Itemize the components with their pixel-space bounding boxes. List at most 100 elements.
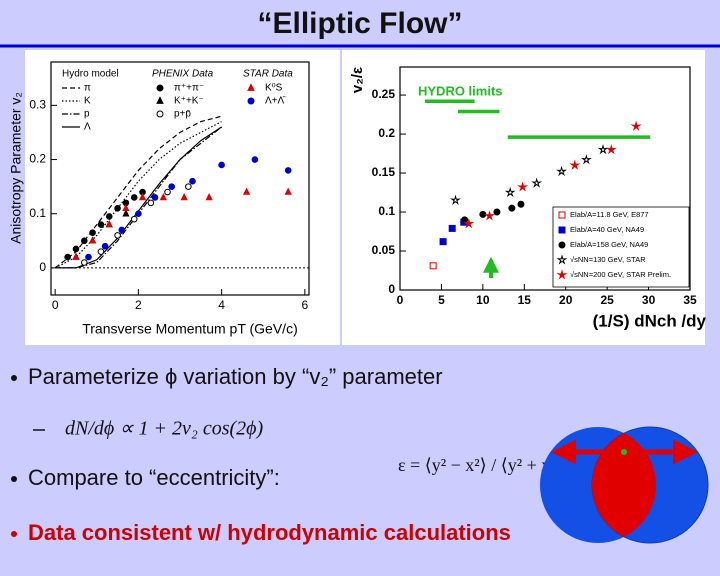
- legend-swatch: [156, 96, 164, 104]
- marker: [463, 217, 475, 229]
- x-axis-label: Transverse Momentum pT (GeV/c): [82, 321, 298, 337]
- marker: [80, 237, 88, 245]
- legend-label: Λ: [84, 122, 91, 133]
- legend-label: π: [84, 83, 91, 94]
- marker: [159, 192, 167, 201]
- y-tick-label: 0: [388, 282, 395, 296]
- marker: [130, 194, 138, 201]
- legend-title: PHENIX Data: [152, 69, 214, 80]
- y-tick-label: 0.1: [378, 204, 395, 218]
- marker: [531, 177, 543, 188]
- marker: [80, 259, 88, 266]
- bullet-text: Data consistent w/ hydrodynamic calculat…: [28, 520, 511, 545]
- marker: [130, 215, 138, 223]
- marker: [448, 224, 456, 232]
- legend-title: STAR Data: [243, 69, 293, 80]
- legend-label: Elab/A=11.8 GeV, E877: [570, 210, 649, 219]
- marker: [114, 205, 121, 212]
- x-tick-label: 30: [642, 293, 656, 307]
- x-tick-label: 2: [135, 298, 142, 312]
- plot-frame: [50, 61, 310, 296]
- legend-title: Hydro model: [62, 69, 119, 80]
- marker: [138, 192, 147, 201]
- legend-label: Λ+Λ̄: [265, 96, 286, 107]
- formula: ε = ⟨y² − x²⟩ / ⟨y² + x²⟩: [398, 455, 563, 475]
- x-tick-label: 4: [218, 298, 225, 312]
- slide-title: “Elliptic Flow”: [257, 7, 462, 40]
- marker: [122, 209, 130, 217]
- marker: [135, 210, 142, 218]
- legend-label: π⁺+π⁻: [174, 83, 204, 94]
- legend-label: Elab/A=158 GeV, NA49: [570, 240, 648, 249]
- marker: [85, 253, 92, 261]
- legend-swatch: [558, 241, 566, 249]
- right-plot-panel: [342, 50, 705, 345]
- legend-label: p+p̄: [174, 109, 191, 120]
- y-tick-label: 0.15: [372, 165, 396, 179]
- marker: [164, 188, 171, 196]
- marker: [105, 213, 113, 220]
- y-tick-label: 0: [39, 260, 46, 274]
- marker: [429, 262, 437, 270]
- legend-label: Elab/A=40 GeV, NA49: [570, 225, 644, 234]
- bullet: [11, 531, 17, 537]
- x-tick-label: 20: [559, 293, 573, 307]
- marker: [597, 143, 609, 155]
- y-axis-label: Anisotropy Parameter v₂: [8, 92, 24, 244]
- y-tick-label: 0.2: [29, 152, 46, 166]
- marker: [251, 156, 259, 163]
- y-tick-label: 0.2: [378, 126, 395, 140]
- marker: [218, 161, 225, 169]
- y-tick-label: 0.1: [29, 206, 46, 220]
- x-tick-label: 10: [476, 293, 490, 307]
- marker: [114, 232, 121, 239]
- marker: [580, 154, 592, 165]
- x-axis-label: (1/S) dNch /dy: [593, 311, 707, 330]
- legend-label: K⁰S: [265, 83, 283, 94]
- bullet-text: Parameterize ϕ variation by “v₂” paramet…: [28, 364, 443, 389]
- marker: [605, 143, 617, 155]
- series-line: [54, 121, 222, 269]
- marker: [89, 236, 97, 244]
- marker: [205, 192, 213, 201]
- legend-label: √sNN=200 GeV, STAR Prelim.: [570, 270, 671, 279]
- marker: [101, 242, 109, 250]
- marker: [569, 159, 581, 170]
- legend-label: K: [84, 96, 91, 107]
- y-tick-label: 0.05: [372, 243, 396, 257]
- legend-label: K⁺+K⁻: [174, 96, 204, 107]
- legend-swatch: [156, 84, 164, 92]
- x-tick-label: 35: [683, 293, 697, 307]
- legend-swatch: [558, 226, 566, 234]
- annotation: HYDRO limits: [418, 83, 503, 98]
- legend-swatch: [556, 269, 568, 280]
- legend-label: p: [84, 109, 90, 120]
- overlap-diagram: [540, 426, 709, 544]
- marker: [439, 238, 447, 246]
- legend-swatch: [247, 97, 255, 105]
- x-tick-label: 0: [397, 293, 404, 307]
- legend-swatch: [556, 254, 568, 265]
- marker: [493, 208, 501, 216]
- series-line: [54, 115, 222, 269]
- y-tick-label: 0.25: [372, 87, 396, 101]
- marker: [189, 177, 196, 185]
- marker: [556, 165, 568, 177]
- marker: [151, 194, 159, 201]
- marker: [504, 186, 516, 198]
- marker: [242, 187, 251, 195]
- bullet: [11, 375, 17, 381]
- legend-swatch: [156, 110, 164, 118]
- marker: [64, 253, 71, 261]
- marker: [517, 200, 525, 208]
- marker: [484, 210, 495, 221]
- marker: [147, 199, 155, 207]
- bullet: [11, 476, 17, 482]
- marker: [122, 203, 130, 212]
- plot-frame: [399, 66, 691, 291]
- marker: [72, 245, 80, 253]
- x-tick-label: 25: [600, 293, 614, 307]
- marker: [118, 226, 126, 234]
- y-tick-label: 0.3: [29, 98, 46, 112]
